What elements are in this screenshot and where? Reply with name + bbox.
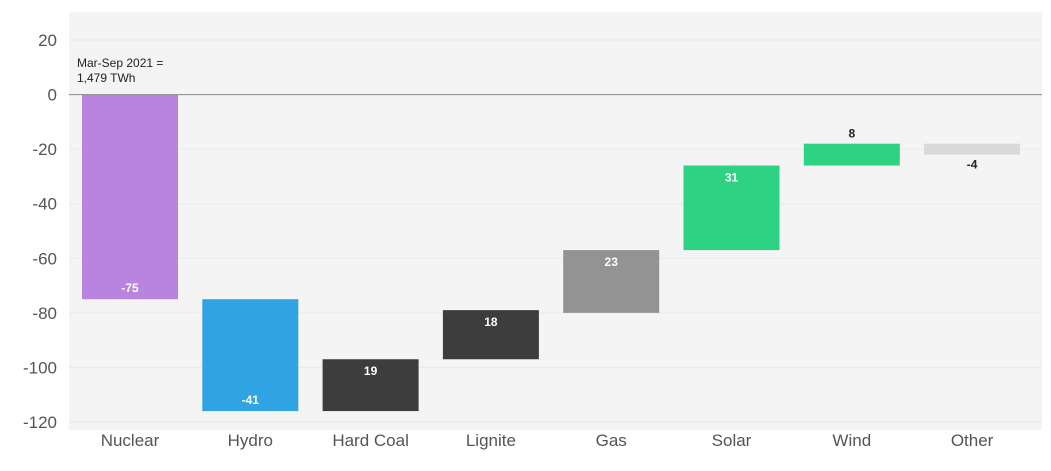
bar-hydro (202, 299, 299, 412)
annotation-text: Mar-Sep 2021 = (77, 56, 163, 70)
x-tick-label: Solar (712, 431, 752, 450)
data-label: 18 (484, 315, 498, 329)
gridlines (69, 39, 1042, 423)
bar-hard-coal (322, 359, 419, 412)
bars (82, 94, 1021, 412)
y-tick-label: -80 (32, 304, 57, 323)
y-tick-label: 20 (38, 31, 57, 50)
x-axis: Nuclear Hydro Hard Coal Lignite Gas Solar Wind… (101, 431, 994, 450)
y-axis: 20 0 -20 -40 -60 -80 -100 -120 (23, 31, 57, 432)
data-label: 23 (605, 255, 619, 269)
x-tick-label: Other (951, 431, 994, 450)
data-labels: -75 -41 19 18 23 31 8 -4 (121, 127, 977, 407)
bar-other (924, 143, 1021, 155)
data-label: 31 (725, 171, 739, 185)
bar-gas (563, 250, 660, 313)
y-tick-label: -100 (23, 358, 57, 377)
data-label: -75 (121, 281, 139, 295)
x-tick-label: Wind (832, 431, 871, 450)
y-tick-label: -40 (32, 195, 57, 214)
data-label: 19 (364, 364, 378, 378)
y-tick-label: -20 (32, 140, 57, 159)
x-tick-label: Hydro (228, 431, 273, 450)
y-tick-label: -60 (32, 249, 57, 268)
data-label: -41 (242, 393, 260, 407)
annotation: Mar-Sep 2021 =1,479 TWh (77, 56, 163, 85)
y-tick-label: 0 (48, 86, 57, 105)
bar-solar (683, 165, 780, 251)
x-tick-label: Nuclear (101, 431, 160, 450)
annotation-text: 1,479 TWh (77, 71, 135, 85)
data-label: -4 (967, 158, 978, 172)
bar-lignite (442, 310, 539, 360)
bar-wind (803, 143, 900, 166)
x-tick-label: Hard Coal (332, 431, 409, 450)
data-label: 8 (848, 127, 855, 141)
x-tick-label: Lignite (466, 431, 516, 450)
x-tick-label: Gas (596, 431, 627, 450)
bar-nuclear (82, 94, 178, 300)
y-tick-label: -120 (23, 413, 57, 432)
